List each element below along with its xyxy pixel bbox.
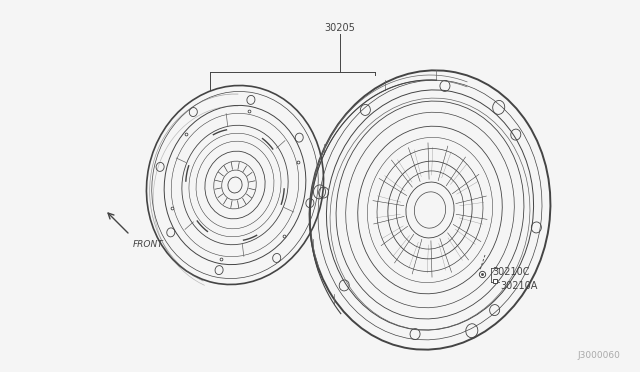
Text: FRONT: FRONT — [133, 240, 164, 249]
Text: 30210A: 30210A — [500, 281, 538, 291]
Text: J3000060: J3000060 — [577, 351, 620, 360]
Text: 30205: 30205 — [324, 23, 355, 33]
Text: 30210C: 30210C — [492, 267, 529, 277]
